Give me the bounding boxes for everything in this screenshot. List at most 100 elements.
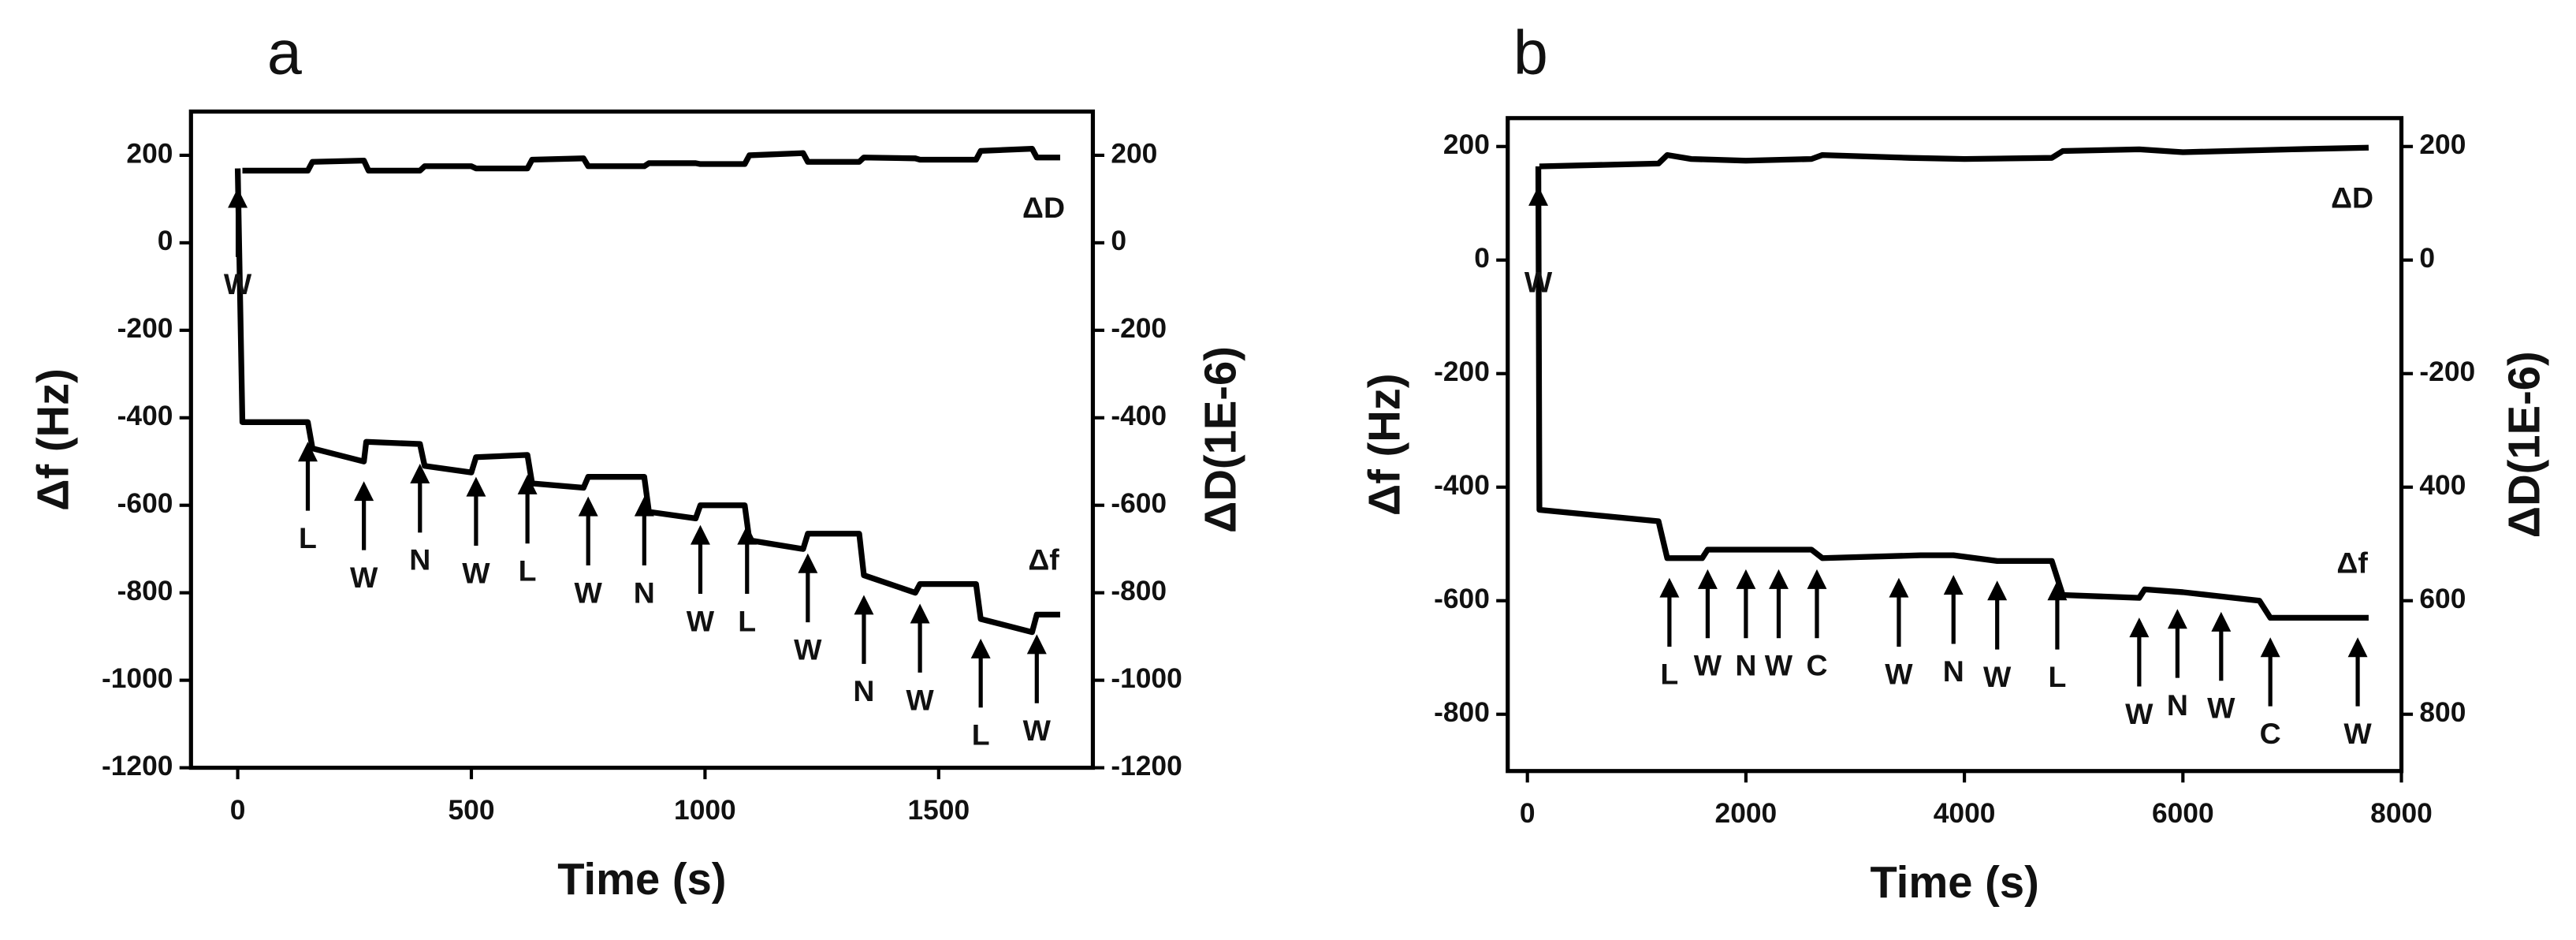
arrow-head [737,524,758,545]
y2-axis-title: ΔD(1E-6) [2500,351,2549,538]
arrow-head [1943,575,1964,595]
annotation-arrow [1528,185,1549,256]
arrow-head [517,474,538,494]
annotation-arrow [1026,634,1047,703]
annotation-arrow [1987,580,2008,650]
annotation-label: W [462,556,490,589]
y-tick-label: -600 [117,488,173,519]
arrow-head [634,496,654,517]
arrow-head [690,524,710,545]
arrow-head [1528,185,1549,206]
arrow-head [466,476,486,497]
annotation-label: L [299,521,317,554]
y2-tick-label: 600 [2419,584,2466,614]
panel-label: a [267,17,302,88]
annotation-label: W [1983,660,2012,693]
annotation-label: W [1765,649,1793,682]
annotation-label: W [350,561,378,594]
series-label: Δf [2336,546,2368,580]
annotation-arrow [2260,637,2280,707]
arrow-head [1026,634,1047,655]
x-tick-label: 0 [1520,798,1536,829]
annotation-label: N [634,576,655,609]
y2-tick-label: 400 [2419,470,2466,501]
annotation-label: N [2167,688,2188,722]
x-tick-label: 2000 [1715,798,1778,829]
annotation-label: N [1943,655,1964,688]
arrow-head [2167,609,2187,629]
y2-tick-label: 800 [2419,697,2466,728]
y2-tick-label: -200 [1111,313,1167,344]
annotation-arrow [690,524,710,595]
data-line [1535,166,2369,621]
arrow-head [2211,611,2232,632]
y-tick-label: -800 [1434,697,1490,728]
annotation-arrow [910,603,930,673]
annotation-arrow [970,638,991,708]
annotation-arrow [634,496,654,566]
y2-tick-label: 200 [1111,138,1157,169]
arrow-head [410,464,430,483]
arrow-head [1807,569,1827,589]
arrow-head [578,496,598,517]
arrow-head [2047,580,2068,601]
annotation-label: N [409,543,430,576]
x-tick-label: 8000 [2370,798,2433,829]
annotation-arrow [737,524,758,595]
y-tick-label: -800 [117,576,173,606]
y2-tick-label: 0 [1111,226,1126,256]
annotation-label: W [906,683,934,716]
y2-tick-label: -800 [1111,576,1167,606]
y-tick-label: 200 [1443,129,1490,160]
annotation-arrow [2167,609,2187,678]
annotation-label: W [2343,717,2372,750]
annotation-label: L [972,718,990,752]
y-axis-title: Δf (Hz) [28,368,78,511]
y2-axis-title: ΔD(1E-6) [1196,346,1245,533]
annotation-arrow [1943,575,1964,644]
y-tick-label: -400 [1434,470,1490,501]
series-label: Δf [1028,543,1059,576]
annotation-label: L [1660,657,1678,690]
arrow-head [1659,577,1680,598]
annotation-label: L [519,554,537,588]
y-tick-label: -1000 [102,663,173,694]
y-tick-label: 0 [158,226,173,256]
arrow-head [298,442,318,462]
annotation-arrow [578,496,598,566]
arrow-head [228,188,248,208]
y-tick-label: 0 [1474,243,1490,274]
annotation-label: N [853,674,874,707]
y-tick-label: 200 [126,138,173,169]
x-tick-label: 1000 [674,795,736,826]
annotation-label: W [794,632,822,666]
annotation-label: W [224,267,252,300]
arrow-head [1987,580,2008,601]
x-axis-title: Time (s) [557,854,726,904]
annotation-label: W [1524,266,1553,299]
annotation-label: W [687,604,715,637]
annotation-arrow [410,464,430,533]
annotation-arrow [1736,569,1756,639]
arrow-head [854,595,874,615]
plot-frame [188,109,1096,770]
plot-frame [1506,116,2404,774]
x-tick-label: 500 [448,795,494,826]
annotation-label: L [738,604,756,637]
x-tick-label: 6000 [2152,798,2214,829]
arrow-head [1769,569,1789,589]
y-tick-label: -1200 [102,751,173,781]
annotation-label: C [1806,649,1827,682]
annotation-label: W [1885,657,1913,690]
y2-tick-label: 0 [2419,243,2435,274]
annotation-label: W [2207,692,2235,725]
y2-tick-label: -400 [1111,401,1167,431]
x-tick-label: 1500 [907,795,970,826]
series-label: ΔD [1022,191,1065,224]
annotation-arrow [228,188,248,257]
data-line [1539,144,2369,170]
y2-tick-label: -200 [2419,356,2475,387]
annotation-label: W [1694,649,1722,682]
